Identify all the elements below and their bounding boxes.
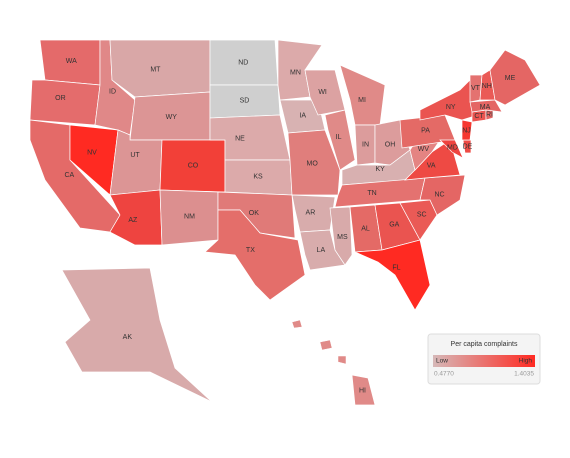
state-label: MT	[150, 67, 161, 74]
state-label: NE	[235, 136, 245, 143]
state	[354, 239, 431, 311]
state	[61, 267, 213, 403]
state-label: AK	[123, 334, 133, 341]
state	[324, 109, 356, 171]
state-label: UT	[130, 152, 140, 159]
legend-max: 1.4035	[514, 371, 534, 378]
state	[351, 374, 376, 406]
state-label: CO	[188, 162, 199, 169]
legend: Per capita complaints Low High 0.4770 1.…	[427, 333, 541, 385]
legend-min: 0.4770	[434, 371, 454, 378]
state-label: IL	[336, 134, 342, 141]
state-label: NY	[446, 104, 456, 111]
state-label: NV	[87, 149, 97, 156]
legend-high: High	[519, 358, 533, 365]
state	[204, 209, 306, 301]
state-label: MI	[358, 97, 366, 104]
state-label: OR	[55, 95, 66, 102]
state-label: OK	[249, 210, 259, 217]
state-label: GA	[389, 221, 399, 228]
state	[29, 79, 101, 126]
state-label: PA	[421, 128, 430, 135]
state-label: TN	[367, 190, 376, 197]
state-label: RI	[486, 111, 493, 118]
state-label: NJ	[462, 127, 471, 134]
state-label: KY	[375, 166, 385, 173]
state-label: MA	[480, 104, 491, 111]
state-label: SC	[417, 211, 427, 218]
state-label: FL	[392, 265, 400, 272]
state-label: WV	[418, 146, 430, 153]
states: WA OR CA NV ID MT WY UT CO AZ NM ND SD NE KS OK TX MN IA MO…	[29, 39, 541, 406]
state-label: CT	[474, 113, 484, 120]
state	[489, 49, 541, 106]
state	[304, 69, 346, 116]
state-label: TX	[246, 247, 255, 254]
legend-gradient	[433, 355, 535, 367]
hawaii-islands	[291, 319, 347, 365]
state	[419, 79, 479, 121]
state-label: MN	[290, 70, 301, 77]
state-label: ND	[238, 59, 248, 66]
state-label: MO	[307, 161, 319, 168]
state	[329, 206, 353, 266]
state	[461, 119, 473, 141]
state-label: DE	[463, 143, 473, 150]
state-label: NH	[482, 83, 492, 90]
state-label: AR	[306, 210, 316, 217]
state	[109, 129, 163, 196]
state-label: VA	[427, 163, 436, 170]
state-label: AZ	[128, 217, 138, 224]
state-label: MS	[337, 234, 348, 241]
state-label: CA	[65, 172, 75, 179]
state-label: ID	[109, 89, 116, 96]
state-label: WY	[166, 114, 178, 121]
state-label: NC	[434, 192, 444, 199]
state-label: AL	[361, 225, 370, 232]
state-label: OH	[385, 141, 396, 148]
state-label: HI	[359, 388, 366, 395]
state	[339, 64, 386, 126]
state-label: SD	[240, 98, 250, 105]
state	[439, 139, 464, 159]
state-label: WI	[318, 89, 327, 96]
state-label: LA	[317, 247, 326, 254]
state-label: IA	[299, 113, 306, 120]
legend-low: Low	[436, 358, 448, 365]
state-label: ME	[505, 75, 516, 82]
state-label: IN	[362, 141, 369, 148]
state-label: KS	[253, 174, 263, 181]
state-label: MD	[447, 144, 458, 151]
state-label: WA	[66, 58, 77, 65]
legend-title: Per capita complaints	[451, 341, 518, 348]
state-label: VT	[471, 85, 481, 92]
state-label: NM	[184, 214, 195, 221]
